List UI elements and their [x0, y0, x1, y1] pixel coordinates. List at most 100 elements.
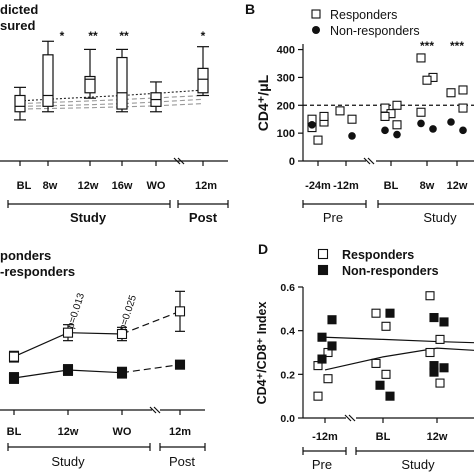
panel-d-axis-break: [348, 414, 356, 422]
panel-b-legend-label-responders: Responders: [330, 8, 397, 22]
panel-a-box: [14, 94, 26, 113]
panel-b-y-tick-label: 100: [277, 128, 295, 140]
panel-b-y-tick-label: 0: [289, 156, 295, 168]
panel-a-box: [42, 54, 54, 107]
panel-b-legend-marker-non-responders: [312, 26, 320, 34]
panel-a-legend-measured: sured: [0, 18, 35, 33]
panel-d-x-tick-label: BL: [376, 431, 391, 443]
panel-d-trend-line-non-responders: [324, 336, 474, 344]
panel-b-significance: ***: [450, 39, 464, 53]
panel-d-x-tick-label: 12w: [427, 431, 448, 443]
panel-b-point-responder: [335, 106, 345, 116]
panel-c-point-non-responder: [174, 359, 186, 370]
panel-a-x-tick-label: WO: [147, 180, 166, 192]
panel-a-group-post: Post: [189, 210, 218, 225]
panel-a-box: [197, 67, 209, 94]
panel-c-line-non-responders-post: [121, 364, 181, 374]
panel-d-y-tick-label: 0.4: [280, 326, 295, 338]
panel-d-y-axis-label: CD4⁺/CD8⁺ Index: [255, 302, 269, 405]
panel-a-significance: **: [88, 29, 98, 43]
panel-d-y-tick-label: 0.6: [280, 282, 295, 294]
panel-a-box: [84, 75, 96, 94]
panel-b-letter: B: [245, 1, 255, 17]
panel-d-point-responder: [323, 374, 333, 384]
panel-d-group-study: Study: [401, 457, 435, 472]
panel-b-point-responder: [422, 75, 432, 85]
panel-d-legend-marker-non-responders: [317, 264, 329, 276]
panel-c-axis-break: [149, 406, 157, 414]
panel-b-y-axis-label: CD4⁺/μL: [255, 74, 271, 131]
panel-d-group-pre: Pre: [312, 457, 332, 472]
panel-b-group-study: Study: [423, 210, 457, 225]
panel-c-group-study: Study: [51, 454, 85, 469]
panel-b-significance: ***: [420, 39, 434, 53]
panel-b-point-responder: [380, 111, 390, 121]
panel-b-point-responder: [347, 114, 357, 124]
panel-a-axis-break: [173, 157, 181, 165]
panel-c-point-responder: [8, 351, 20, 362]
panel-b-axis-break: [367, 157, 375, 165]
panel-d-point-responder: [425, 347, 435, 358]
panel-d-point-responder: [371, 308, 381, 318]
panel-c-pvalue: p=0.013: [65, 291, 87, 329]
panel-d-point-non-responder: [375, 380, 385, 390]
panel-c-point-responder: [62, 327, 74, 338]
panel-c-axis-break: [153, 406, 161, 414]
panel-b-point-responder: [416, 53, 426, 63]
panel-b-point-responder: [458, 103, 468, 113]
panel-d-point-non-responder: [327, 341, 337, 351]
panel-d-y-tick-label: 0.2: [280, 369, 295, 381]
panel-b-point-responder: [313, 135, 323, 145]
panel-d-axis-break: [344, 414, 352, 422]
panel-d-point-responder: [435, 334, 445, 344]
panel-d-point-non-responder: [385, 391, 395, 401]
panel-d-legend-marker-responders: [317, 248, 329, 260]
panel-c-legend-responders: ponders: [0, 248, 51, 263]
panel-c-legend-non-responders: -responders: [0, 264, 75, 279]
panel-a-significance: **: [119, 29, 129, 43]
panel-b-point-responder: [392, 100, 402, 110]
panel-d-y-tick-label: 0.0: [280, 413, 295, 425]
panel-b-point-non-responder: [429, 125, 437, 133]
panel-d-point-non-responder: [327, 315, 337, 325]
panel-d-legend-label-non-responders: Non-responders: [342, 264, 439, 278]
panel-a-x-tick-label: 12w: [78, 180, 99, 192]
panel-d-point-responder: [371, 358, 381, 368]
panel-a-significance: *: [60, 29, 65, 43]
panel-b-legend-marker-responders: [311, 9, 321, 19]
panel-a-x-tick-label: 12m: [195, 180, 217, 192]
panel-d-point-non-responder: [429, 313, 439, 323]
panel-d-point-non-responder: [429, 367, 439, 377]
panel-c-group-post: Post: [169, 454, 195, 469]
panel-c-point-responder: [116, 328, 128, 340]
panel-c-point-responder: [174, 306, 186, 317]
panel-c-x-tick-label: WO: [113, 426, 132, 438]
panel-d-point-non-responder: [317, 332, 327, 342]
panel-c-point-non-responder: [62, 364, 74, 376]
panel-a-axis-break: [177, 157, 185, 165]
panel-a-box: [116, 56, 128, 110]
panel-b-x-tick-label: -24m: [305, 180, 331, 192]
panel-b-point-responder: [416, 107, 426, 117]
panel-a-reference-line: [19, 89, 204, 102]
panel-b-point-non-responder: [308, 120, 316, 129]
panel-d-point-responder: [435, 378, 445, 388]
panel-b-y-tick-label: 200: [277, 100, 295, 112]
panel-b-point-responder: [392, 120, 402, 130]
panel-b-point-responder: [446, 88, 456, 98]
panel-a-x-tick-label: BL: [17, 180, 32, 192]
panel-b-point-non-responder: [459, 126, 467, 135]
panel-b-point-responder: [458, 85, 468, 95]
panel-c-pvalue: p=0.025: [117, 293, 139, 331]
panel-b-point-non-responder: [447, 118, 455, 126]
panel-d-legend-label-responders: Responders: [342, 248, 414, 262]
panel-b-y-tick-label: 400: [277, 45, 295, 57]
panel-d-point-responder: [381, 369, 391, 379]
panel-b-y-tick-label: 300: [277, 72, 295, 84]
panel-b-legend-label-non-responders: Non-responders: [330, 24, 420, 38]
panel-b-point-non-responder: [393, 130, 401, 139]
panel-d-point-responder: [381, 321, 391, 331]
panel-b-group-pre: Pre: [323, 210, 343, 225]
panel-b-axis-break: [363, 157, 371, 165]
